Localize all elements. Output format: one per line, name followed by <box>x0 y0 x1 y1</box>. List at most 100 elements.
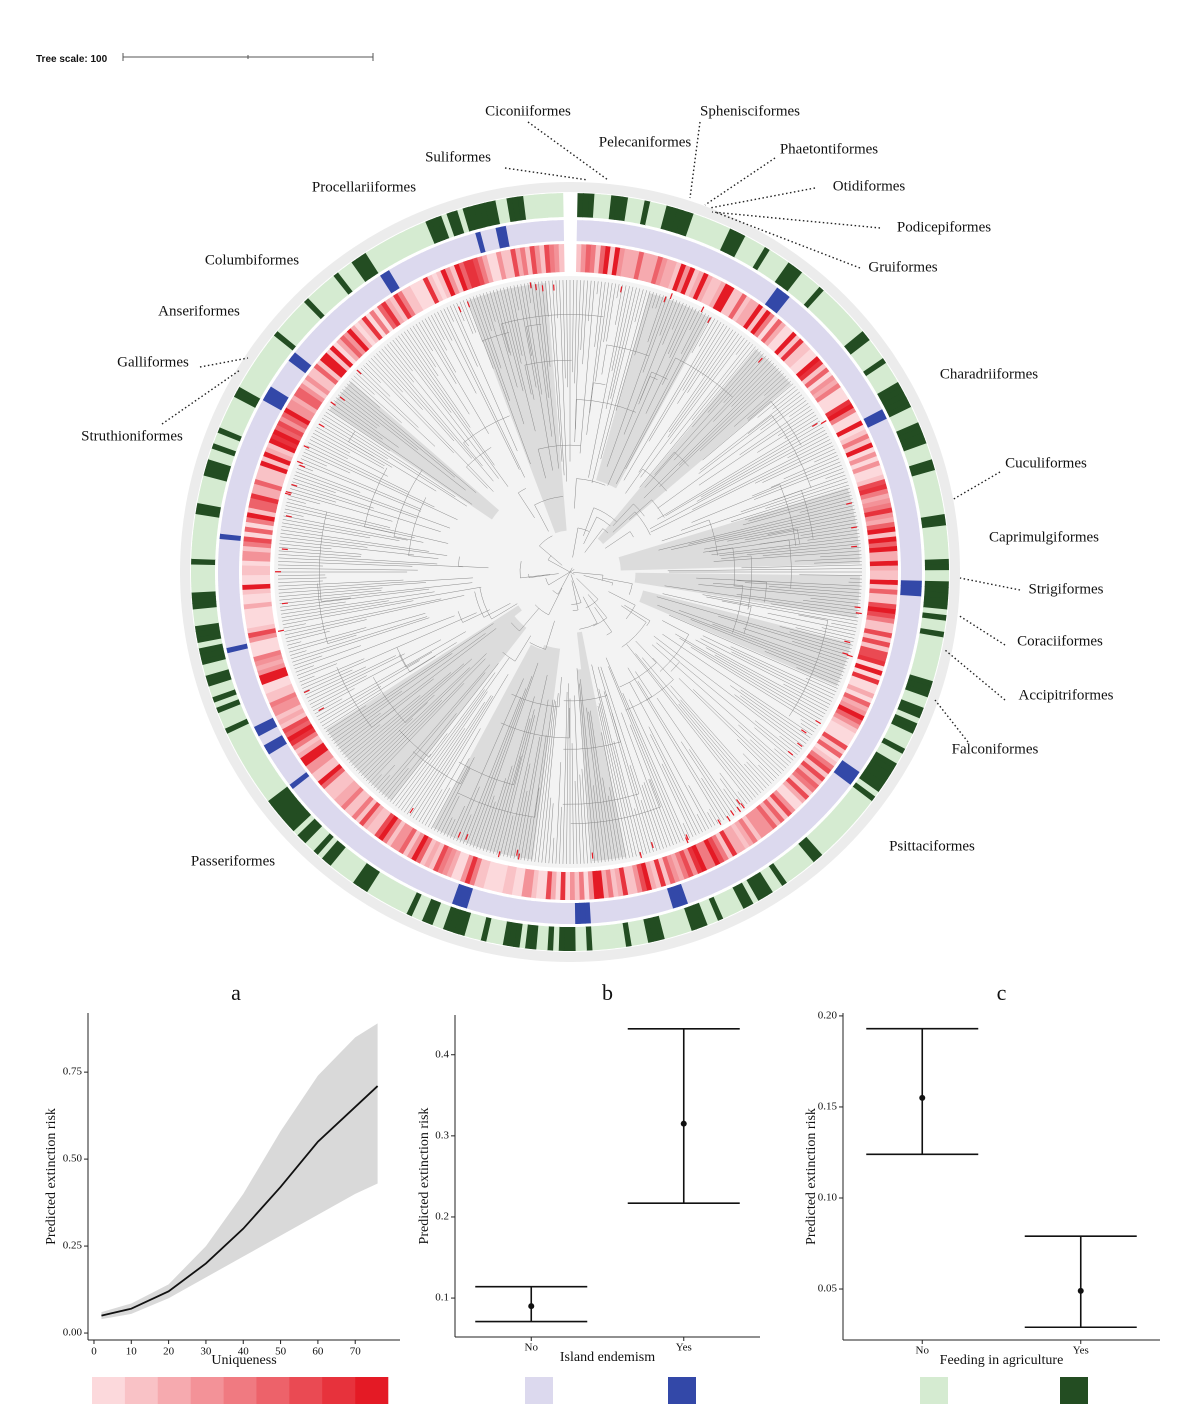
x-tick-label: 20 <box>163 1346 175 1358</box>
y-tick-label: 0.10 <box>818 1192 838 1204</box>
endemism-ring-cell <box>901 570 922 576</box>
point-estimate <box>528 1303 534 1309</box>
panel-title: b <box>602 980 613 1005</box>
y-tick-label: 0.25 <box>63 1240 83 1252</box>
order-leader <box>710 188 815 208</box>
x-axis-label: Feeding in agriculture <box>940 1353 1064 1368</box>
legend-swatch <box>525 1377 553 1404</box>
endemism-ring-cell <box>574 903 580 924</box>
tree-scale-bar <box>123 53 373 61</box>
branches <box>278 280 862 864</box>
y-tick-label: 0.1 <box>435 1292 449 1304</box>
order-label: Pelecaniformes <box>599 134 692 150</box>
y-tick-label: 0.2 <box>435 1210 449 1222</box>
point-estimate <box>1078 1288 1084 1294</box>
agriculture-ring-cell <box>191 575 215 582</box>
order-leader <box>690 122 700 198</box>
x-axis-label: Island endemism <box>560 1350 655 1365</box>
uniqueness-ring-cell <box>242 570 270 576</box>
order-label: Podicepiformes <box>897 219 991 235</box>
legend-swatch <box>1060 1377 1088 1404</box>
panel-title: c <box>997 980 1007 1005</box>
x-tick-label: Yes <box>1073 1345 1089 1357</box>
y-tick-label: 0.50 <box>63 1153 83 1165</box>
legend-swatch <box>125 1377 158 1404</box>
x-tick-label: Yes <box>676 1342 692 1354</box>
uniqueness-ring-cell <box>559 244 565 272</box>
order-leader <box>952 472 1000 500</box>
endemism-ring-cell <box>901 565 922 571</box>
x-tick-label: 10 <box>126 1346 138 1358</box>
order-label: Suliformes <box>425 149 491 165</box>
endemism-ring-cell <box>569 903 575 924</box>
order-label: Passeriformes <box>191 853 275 869</box>
order-leader <box>705 158 775 205</box>
uniqueness-ring-cell <box>242 574 270 580</box>
order-label: Accipitriformes <box>1019 687 1114 703</box>
order-label: Falconiformes <box>952 741 1039 757</box>
legend-swatch <box>92 1377 125 1404</box>
order-label: Columbiformes <box>205 252 299 268</box>
phylogeny <box>180 182 960 962</box>
order-leader <box>960 578 1020 590</box>
order-label: Otidiformes <box>833 178 906 194</box>
legend-swatch <box>322 1377 355 1404</box>
order-label: Ciconiiformes <box>485 103 571 119</box>
red-marker <box>856 613 862 614</box>
order-label: Caprimulgiformes <box>989 529 1099 545</box>
red-marker <box>536 284 537 290</box>
order-leader <box>945 650 1005 700</box>
y-tick-label: 0.3 <box>435 1129 449 1141</box>
order-leader <box>958 615 1005 645</box>
uniqueness-ring-cell <box>870 566 898 572</box>
endemism-ring-cell <box>558 220 564 241</box>
confidence-band <box>101 1023 377 1319</box>
order-label: Sphenisciformes <box>700 103 800 119</box>
legend-swatch <box>256 1377 289 1404</box>
red-marker <box>542 285 543 291</box>
order-leader <box>528 122 608 180</box>
x-tick-label: No <box>525 1342 539 1354</box>
red-marker <box>851 546 857 547</box>
red-marker <box>282 603 288 604</box>
agriculture-ring-cell <box>557 193 564 217</box>
tree-scale-label: Tree scale: 100 <box>36 54 108 65</box>
red-marker <box>855 607 861 608</box>
y-tick-label: 0.15 <box>818 1100 838 1112</box>
order-leader <box>505 168 588 180</box>
agriculture-ring-cell <box>925 565 949 571</box>
y-tick-label: 0.4 <box>435 1048 449 1060</box>
legend-swatch <box>191 1377 224 1404</box>
endemism-ring-cell <box>218 570 239 576</box>
legend-swatch <box>920 1377 948 1404</box>
agriculture-ring-cell <box>191 569 215 575</box>
y-tick-label: 0.05 <box>818 1283 838 1295</box>
y-axis-label: Predicted extinction risk <box>44 1108 59 1245</box>
x-tick-label: No <box>916 1345 930 1357</box>
x-tick-label: 60 <box>312 1346 324 1358</box>
order-label: Cuculiformes <box>1005 455 1087 471</box>
legend-swatch <box>355 1377 388 1404</box>
endemism-ring-cell <box>218 575 239 581</box>
order-leader <box>935 700 968 742</box>
y-tick-label: 0.20 <box>818 1009 838 1021</box>
uniqueness-ring-cell <box>569 872 575 900</box>
order-label: Strigiformes <box>1029 581 1104 597</box>
legend-swatch <box>158 1377 191 1404</box>
point-estimate <box>681 1121 687 1127</box>
order-label: Coraciiformes <box>1017 633 1103 649</box>
legend-swatch <box>224 1377 257 1404</box>
y-axis-label: Predicted extinction risk <box>804 1108 819 1245</box>
order-label: Galliformes <box>117 354 189 370</box>
legend-swatch <box>668 1377 696 1404</box>
point-estimate <box>919 1095 925 1101</box>
red-marker <box>530 282 531 288</box>
order-label: Gruiformes <box>868 259 937 275</box>
x-tick-label: 40 <box>238 1346 250 1358</box>
legend-swatch <box>289 1377 322 1404</box>
x-tick-label: 50 <box>275 1346 287 1358</box>
x-tick-label: 70 <box>350 1346 362 1358</box>
order-label: Psittaciformes <box>889 838 975 854</box>
order-label: Phaetontiformes <box>780 141 878 157</box>
